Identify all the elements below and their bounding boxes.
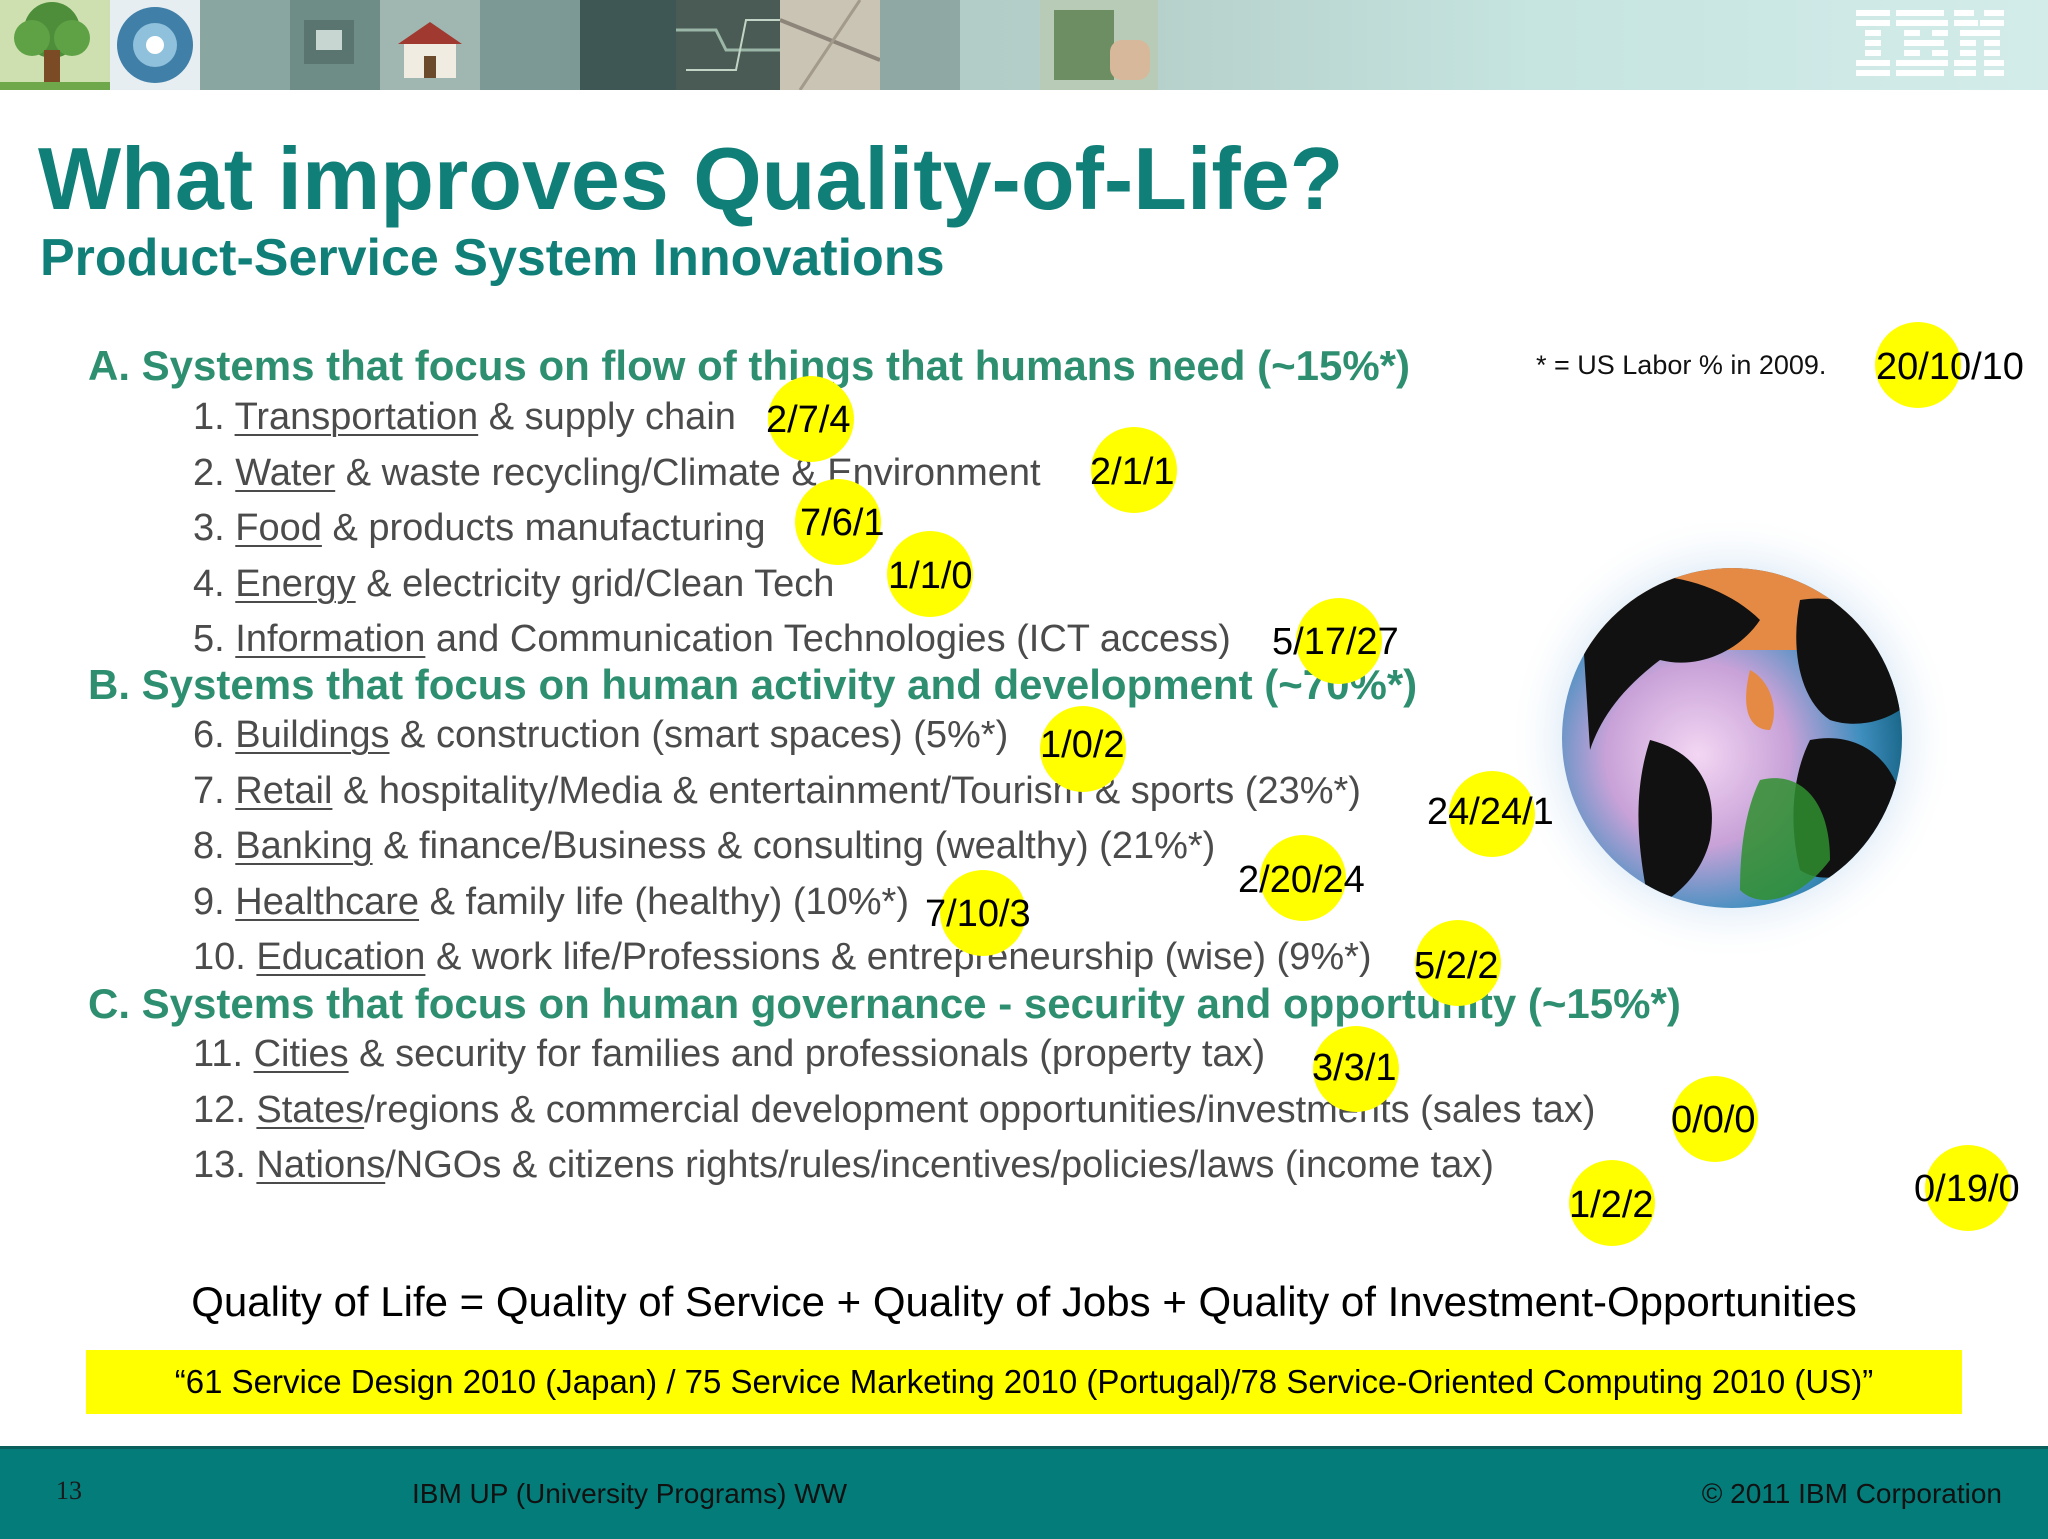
ibm-logo xyxy=(1856,10,2004,76)
section-b-heading: B. Systems that focus on human activity … xyxy=(88,661,1418,708)
count-label: 2/1/1 xyxy=(1090,451,1175,493)
citation-text: “61 Service Design 2010 (Japan) / 75 Ser… xyxy=(174,1363,1874,1400)
count-label: 1/1/0 xyxy=(888,555,973,597)
map-image xyxy=(779,0,881,91)
slide-title: What improves Quality-of-Life? xyxy=(38,129,1344,228)
photo-tile-3 xyxy=(480,0,580,90)
labor-note: * = US Labor % in 2009. xyxy=(1536,350,1827,380)
highlight-dot xyxy=(1569,1160,1655,1246)
cycle-icon xyxy=(117,7,193,83)
list-item: 2. Water & waste recycling/Climate & Env… xyxy=(193,452,1041,494)
footer-copyright: © 2011 IBM Corporation xyxy=(1701,1478,2002,1509)
photo-tile-5 xyxy=(880,0,960,90)
quality-formula: Quality of Life = Quality of Service + Q… xyxy=(191,1278,1857,1325)
globe-image xyxy=(1507,520,1957,960)
item-keyword: Buildings xyxy=(235,714,390,756)
footer-bar xyxy=(0,1446,2048,1539)
photo-tile-2 xyxy=(290,0,380,90)
count-label: 5/17/27 xyxy=(1272,621,1399,663)
list-item: 3. Food & products manufacturing xyxy=(193,507,766,549)
item-keyword: Information xyxy=(235,618,426,660)
tree-icon xyxy=(0,0,110,90)
item-keyword: Cities xyxy=(253,1033,349,1075)
item-keyword: Retail xyxy=(235,770,333,812)
highlight-dot xyxy=(1449,771,1535,857)
list-item: 5. Information and Communication Technol… xyxy=(193,618,1231,660)
count-label: 0/0/0 xyxy=(1671,1099,1756,1141)
count-label: 2/7/4 xyxy=(766,399,851,441)
count-label: 5/2/2 xyxy=(1414,945,1499,987)
circuit-image xyxy=(676,0,780,90)
count-label: 7/6/1 xyxy=(800,502,885,544)
tree-image xyxy=(0,0,110,90)
photo-tile-4 xyxy=(580,0,676,90)
list-item: 11. Cities & security for families and p… xyxy=(193,1033,1266,1075)
highlight-dot xyxy=(940,870,1026,956)
cycle-diagram-image xyxy=(110,0,200,90)
section-a-heading: A. Systems that focus on flow of things … xyxy=(88,342,1410,389)
highlight-dot xyxy=(887,531,973,617)
photo-tile-1 xyxy=(200,0,290,90)
count-label: 3/3/1 xyxy=(1312,1047,1397,1089)
header-banner xyxy=(0,0,2048,91)
highlight-dot xyxy=(1260,835,1346,921)
item-keyword: States xyxy=(256,1089,365,1131)
item-keyword: Banking xyxy=(235,825,373,867)
list-item: 6. Buildings & construction (smart space… xyxy=(193,714,1009,756)
highlight-dot xyxy=(1875,322,1961,408)
highlight-dot xyxy=(1313,1026,1399,1112)
item-keyword: Healthcare xyxy=(235,881,420,923)
highlight-dot xyxy=(1415,920,1501,1006)
count-label: 0/19/0 xyxy=(1914,1168,2020,1210)
item-keyword: Water xyxy=(235,452,336,494)
highlight-dot xyxy=(768,376,854,462)
highlight-dot xyxy=(1672,1076,1758,1162)
count-label: 2/20/24 xyxy=(1238,859,1365,901)
highlight-dot xyxy=(1296,598,1382,684)
list-item: 4. Energy & electricity grid/Clean Tech xyxy=(193,563,835,605)
highlight-dot xyxy=(1040,706,1126,792)
list-item: 12. States/regions & commercial developm… xyxy=(193,1089,1596,1131)
highlight-dot xyxy=(1091,427,1177,513)
list-item: 10. Education & work life/Professions & … xyxy=(193,936,1372,978)
highlight-dot xyxy=(1925,1145,2011,1231)
list-item: 1. Transportation & supply chain xyxy=(193,396,736,438)
list-item: 8. Banking & finance/Business & consulti… xyxy=(193,825,1216,867)
list-item: 7. Retail & hospitality/Media & entertai… xyxy=(193,770,1361,812)
footer-program: IBM UP (University Programs) WW xyxy=(412,1478,848,1509)
highlight-dot xyxy=(795,479,881,565)
item-keyword: Nations xyxy=(256,1144,386,1186)
section-c-heading: C. Systems that focus on human governanc… xyxy=(88,980,1681,1027)
item-keyword: Education xyxy=(256,936,426,978)
item-keyword: Transportation xyxy=(234,396,479,438)
list-item: 9. Healthcare & family life (healthy) (1… xyxy=(193,881,909,923)
count-label: 24/24/1 xyxy=(1427,791,1554,833)
list-item: 13. Nations/NGOs & citizens rights/rules… xyxy=(193,1144,1494,1186)
citation-highlight xyxy=(86,1350,1962,1414)
item-keyword: Energy xyxy=(235,563,356,605)
page-number: 13 xyxy=(56,1476,82,1505)
count-label: 7/10/3 xyxy=(925,893,1031,935)
house-icon xyxy=(398,22,462,78)
hands-image xyxy=(1040,0,1158,90)
count-label: 1/2/2 xyxy=(1569,1184,1654,1226)
item-keyword: Food xyxy=(235,507,322,549)
count-label: 20/10/10 xyxy=(1876,346,2024,388)
slide-subtitle: Product-Service System Innovations xyxy=(40,229,945,287)
house-image xyxy=(380,0,480,90)
count-label: 1/0/2 xyxy=(1040,724,1125,766)
